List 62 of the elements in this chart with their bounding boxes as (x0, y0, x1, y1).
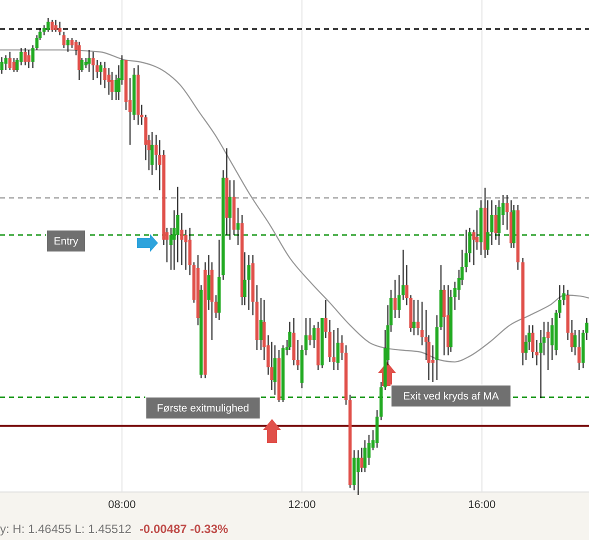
candlestick (0, 56, 4, 74)
text: y: H: 1.46455 L: 1.45512 (0, 522, 132, 536)
candlestick (247, 254, 250, 310)
x-tick-label: 16:00 (468, 499, 496, 511)
candlestick (243, 252, 246, 306)
candlestick (27, 49, 30, 69)
candlestick (103, 61, 106, 89)
candlestick (453, 281, 457, 310)
candlestick (236, 207, 240, 246)
candlestick (464, 229, 468, 273)
candlestick (308, 318, 312, 346)
x-tick-label: 12:00 (288, 499, 316, 511)
candlestick (398, 274, 401, 319)
candlestick (402, 249, 405, 300)
text: -0.00487 -0.33% (139, 522, 228, 536)
x-tick-label: 08:00 (108, 499, 136, 511)
candlestick (180, 212, 184, 266)
candlestick (92, 51, 95, 81)
candlestick (578, 329, 581, 371)
candlestick (20, 48, 23, 66)
candlestick (506, 194, 509, 230)
candlestick (363, 440, 367, 473)
candlestick (228, 180, 232, 240)
candlestick (12, 58, 16, 72)
candlestick (360, 447, 364, 473)
annotation: Exit ved kryds af MA (403, 390, 499, 403)
candlestick (431, 344, 434, 382)
candlestick (31, 44, 34, 69)
candlestick (332, 329, 336, 371)
candlestick (412, 299, 416, 336)
candlestick (573, 329, 577, 356)
candlestick (356, 450, 360, 496)
candlestick (150, 132, 154, 176)
candlestick (70, 38, 74, 49)
candlestick (8, 51, 12, 70)
candlestick (296, 339, 300, 371)
candlestick (110, 71, 114, 101)
candlestick (62, 31, 66, 49)
candlestick (336, 328, 340, 371)
candlestick (66, 38, 70, 52)
candlestick (486, 200, 490, 256)
candlestick (570, 319, 574, 352)
candlestick (546, 321, 550, 371)
candlestick (273, 344, 277, 396)
candlestick (367, 434, 371, 466)
candlestick (99, 61, 102, 86)
candlestick (393, 279, 397, 319)
candlestick (531, 324, 534, 359)
candlestick (214, 294, 218, 319)
annotation: Entry (54, 236, 79, 248)
candlestick (416, 299, 420, 336)
candlestick (312, 324, 316, 349)
candlestick (87, 49, 91, 72)
candlestick (80, 58, 84, 72)
candlestick (24, 48, 27, 66)
candlestick (494, 204, 498, 240)
candlestick (4, 54, 8, 70)
candlestick (340, 334, 344, 361)
candlestick (420, 301, 424, 346)
candlestick (304, 318, 308, 356)
candlestick (96, 59, 99, 79)
annotation: Første exitmulighed (156, 402, 250, 415)
